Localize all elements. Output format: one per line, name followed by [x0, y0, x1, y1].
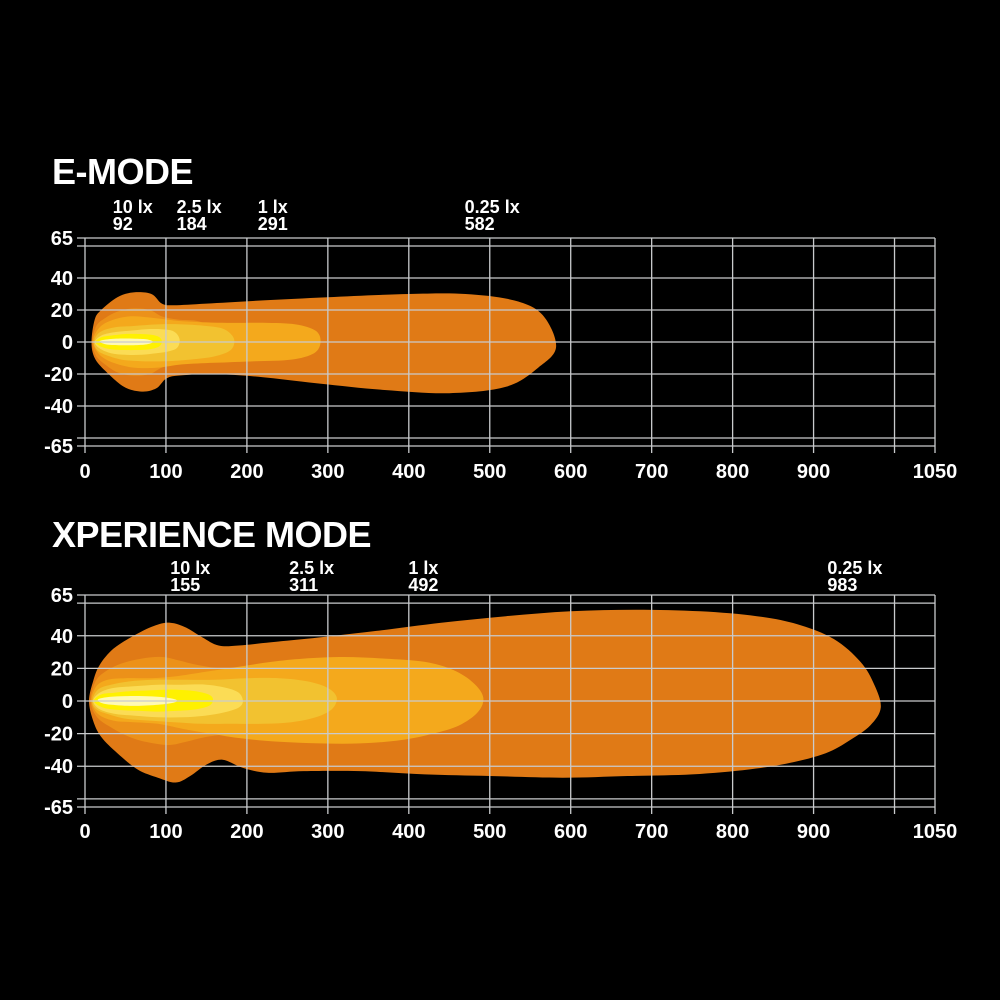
xperience-title: XPERIENCE MODE	[52, 514, 372, 555]
y-axis-tick-label: -40	[44, 756, 73, 778]
x-axis-tick-label: 600	[554, 461, 587, 483]
lux-distance: 582	[464, 214, 495, 234]
x-axis-tick-label: 1050	[913, 821, 958, 843]
x-axis-tick-label: 700	[635, 821, 668, 843]
iso-lux-annotation-10lx: 10 lx 92	[112, 197, 153, 234]
lux-label: 10 lx	[112, 197, 153, 217]
y-axis-tick-label: -65	[44, 436, 73, 458]
x-axis-tick-label: 200	[230, 821, 263, 843]
y-axis-tick-label: 65	[51, 585, 73, 607]
iso-lux-annotation-1lx: 1 lx 291	[257, 197, 288, 234]
y-axis-tick-label: 20	[51, 658, 73, 680]
lux-distance: 184	[176, 214, 207, 234]
lux-label: 2.5 lx	[289, 558, 335, 578]
iso-lux-annotation-0.25lx: 0.25 lx 582	[464, 197, 520, 234]
lux-distance: 155	[170, 575, 201, 595]
x-axis-tick-label: 700	[635, 461, 668, 483]
y-axis-tick-label: -20	[44, 724, 73, 746]
lux-label: 0.25 lx	[827, 558, 883, 578]
x-axis-tick-label: 300	[311, 461, 344, 483]
lux-label: 1 lx	[257, 197, 288, 217]
x-axis-tick-label: 900	[797, 461, 830, 483]
beam-layer-0.25lx	[91, 292, 557, 394]
iso-lux-annotation-1lx: 1 lx 492	[408, 558, 439, 595]
x-axis-tick-label: 0	[79, 461, 90, 483]
x-axis-tick-label: 800	[716, 821, 749, 843]
iso-lux-annotation-2.5lx: 2.5 lx 184	[176, 197, 222, 234]
x-axis-tick-label: 100	[149, 461, 182, 483]
x-axis-tick-label: 600	[554, 821, 587, 843]
iso-lux-annotation-0.25lx: 0.25 lx 983	[827, 558, 883, 595]
x-axis-tick-label: 200	[230, 461, 263, 483]
lux-distance: 492	[408, 575, 439, 595]
x-axis-tick-label: 400	[392, 821, 425, 843]
iso-lux-annotation-2.5lx: 2.5 lx 311	[289, 558, 335, 595]
y-axis-tick-label: -20	[44, 364, 73, 386]
lux-label: 2.5 lx	[176, 197, 222, 217]
x-axis-tick-label: 800	[716, 461, 749, 483]
lux-label: 1 lx	[408, 558, 439, 578]
x-axis-tick-label: 400	[392, 461, 425, 483]
y-axis-tick-label: -40	[44, 396, 73, 418]
lux-distance: 291	[257, 214, 288, 234]
x-axis-tick-label: 1050	[913, 461, 958, 483]
lux-label: 0.25 lx	[464, 197, 520, 217]
y-axis-tick-label: 0	[62, 691, 73, 713]
y-axis-tick-label: 40	[51, 626, 73, 648]
iso-lux-annotation-10lx: 10 lx 155	[170, 558, 211, 595]
lux-distance: 311	[289, 575, 319, 595]
lux-distance: 983	[827, 575, 858, 595]
y-axis-tick-label: 65	[51, 228, 73, 250]
emode-title: E-MODE	[52, 151, 194, 192]
y-axis-tick-label: 0	[62, 332, 73, 354]
x-axis-tick-label: 500	[473, 821, 506, 843]
x-axis-tick-label: 900	[797, 821, 830, 843]
y-axis-tick-label: 20	[51, 300, 73, 322]
lux-distance: 92	[112, 214, 133, 234]
x-axis-tick-label: 100	[149, 821, 182, 843]
x-axis-tick-label: 300	[311, 821, 344, 843]
lux-label: 10 lx	[170, 558, 211, 578]
y-axis-tick-label: -65	[44, 797, 73, 819]
x-axis-tick-label: 0	[79, 821, 90, 843]
x-axis-tick-label: 500	[473, 461, 506, 483]
y-axis-tick-label: 40	[51, 268, 73, 290]
